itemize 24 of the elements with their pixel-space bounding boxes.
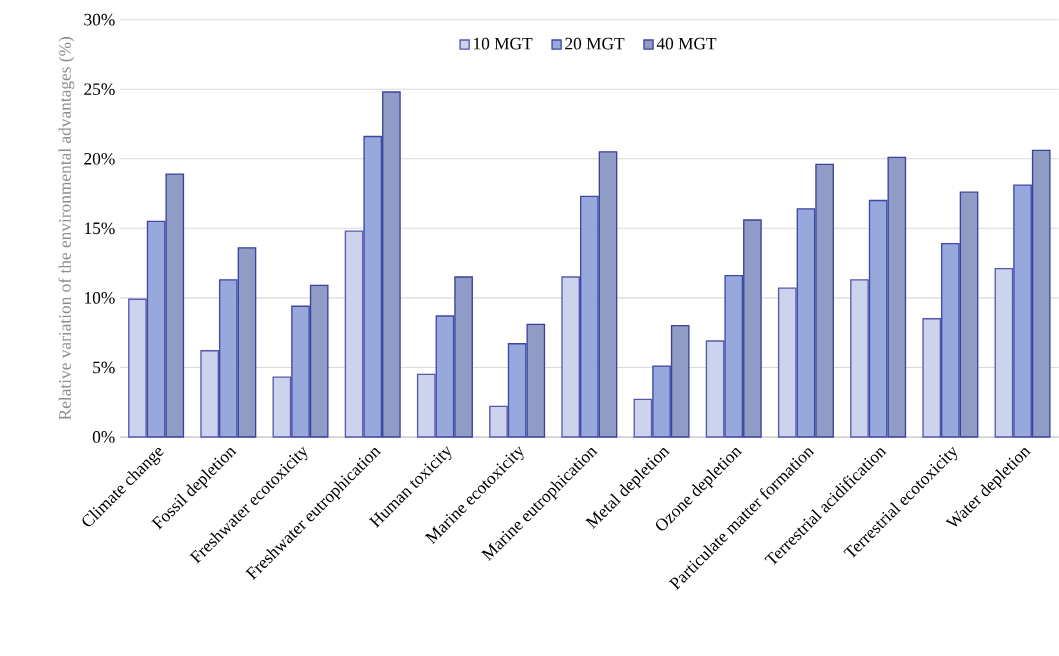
y-tick-label: 15% <box>85 222 115 235</box>
y-axis-title: Relative variation of the environmental advantages (%) <box>58 37 75 420</box>
bar <box>200 350 219 438</box>
y-tick-label: 30% <box>84 13 115 26</box>
legend-label: 40 MGT <box>656 37 717 50</box>
y-tick-label: 25% <box>84 83 115 96</box>
bar <box>344 230 364 438</box>
bar <box>633 398 653 438</box>
bar <box>850 279 869 438</box>
bar <box>922 318 942 438</box>
y-tick-label: 0% <box>92 431 115 443</box>
bar <box>561 276 581 438</box>
bar <box>705 340 725 438</box>
y-tick-label: 20% <box>84 152 115 165</box>
bar <box>994 268 1014 438</box>
legend-label: 10 MGT <box>474 37 533 50</box>
bar <box>416 373 436 438</box>
bar <box>272 376 292 438</box>
bar <box>489 405 508 438</box>
bar <box>777 287 797 438</box>
y-tick-label: 5% <box>93 361 115 374</box>
bar <box>128 298 147 438</box>
y-tick-label: 10% <box>85 292 115 304</box>
legend-label: 20 MGT <box>565 37 625 50</box>
